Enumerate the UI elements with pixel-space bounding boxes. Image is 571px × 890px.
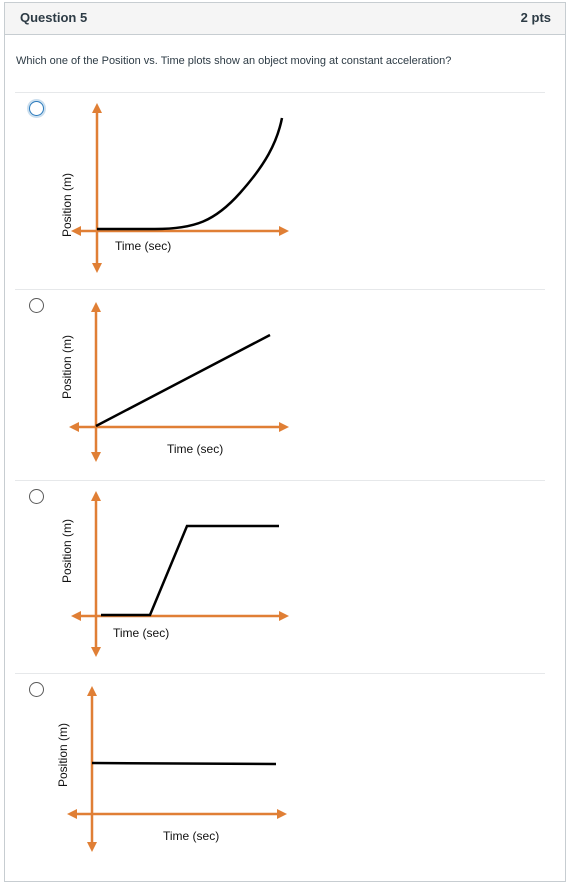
y-axis-arrow	[91, 491, 101, 657]
question-title: Question 5	[20, 10, 88, 25]
answer-a-plot: Position (m) Time (sec)	[60, 103, 289, 273]
x-axis-arrow	[69, 422, 289, 432]
answer-b-radio[interactable]	[29, 298, 44, 313]
position-curve	[97, 117, 284, 231]
answer-a-radio[interactable]	[29, 101, 44, 116]
question-text: Which one of the Position vs. Time plots…	[16, 55, 452, 67]
answer-option-b[interactable]: Position (m) Time (sec)	[15, 289, 545, 480]
answer-c-plot: Position (m) Time (sec)	[60, 491, 289, 657]
answer-b-plot: Position (m) Time (sec)	[60, 302, 289, 462]
x-axis-arrow	[67, 809, 287, 819]
x-axis-label: Time (sec)	[163, 829, 219, 843]
y-axis-label: Position (m)	[56, 723, 70, 787]
y-axis-arrow	[87, 686, 97, 852]
answer-option-a[interactable]: Position (m) Time (sec)	[15, 92, 545, 289]
answer-c-radio[interactable]	[29, 489, 44, 504]
y-axis-label: Position (m)	[60, 173, 74, 237]
answer-d-plot: Position (m) Time (sec)	[56, 686, 287, 852]
position-curve	[101, 524, 279, 617]
y-axis-label: Position (m)	[60, 519, 74, 583]
x-axis-label: Time (sec)	[115, 239, 171, 253]
position-line	[95, 333, 271, 428]
answer-option-c[interactable]: Position (m) Time (sec)	[15, 480, 545, 673]
x-axis-label: Time (sec)	[113, 626, 169, 640]
question-header: Question 5 2 pts	[5, 3, 565, 35]
y-axis-arrow	[91, 302, 101, 462]
answer-option-d[interactable]: Position (m) Time (sec)	[15, 673, 545, 874]
answer-d-radio[interactable]	[29, 682, 44, 697]
y-axis-label: Position (m)	[60, 335, 74, 399]
question-points: 2 pts	[520, 10, 551, 25]
x-axis-arrow	[71, 226, 289, 236]
position-line	[91, 761, 277, 766]
y-axis-arrow	[92, 103, 102, 273]
x-axis-label: Time (sec)	[167, 442, 223, 456]
